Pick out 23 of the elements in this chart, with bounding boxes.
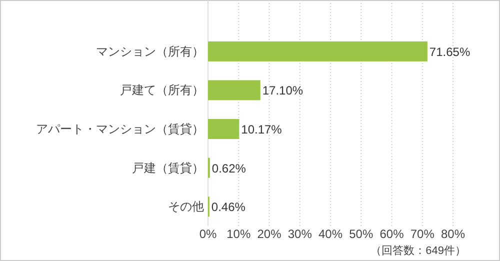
y-tick-label: マンション（所有） xyxy=(96,44,204,58)
x-tick-label: 40% xyxy=(318,227,343,241)
x-tick-label: 80% xyxy=(440,227,466,241)
x-tick-label: 30% xyxy=(288,227,312,241)
bar xyxy=(208,41,428,62)
text: （回答数：649件） xyxy=(370,245,466,257)
x-tick-label: 70% xyxy=(410,227,435,241)
x-tick-label: 10% xyxy=(226,227,251,241)
data-label: 17.10% xyxy=(262,84,304,98)
x-tick-label: 0% xyxy=(199,227,217,241)
x-tick-label: 20% xyxy=(257,227,282,241)
y-tick-label: 戸建て（所有） xyxy=(120,83,204,98)
bar xyxy=(208,80,260,100)
x-tick-label: 50% xyxy=(349,227,374,241)
data-label: 71.65% xyxy=(429,44,470,59)
bar xyxy=(208,119,240,139)
data-label: 0.62% xyxy=(212,161,246,176)
data-label: 0.46% xyxy=(211,200,246,214)
y-tick-label: アパート・マンション（賃貸） xyxy=(36,122,204,136)
y-tick-label: 戸建（賃貸） xyxy=(132,160,204,175)
x-tick-label: 60% xyxy=(380,227,404,241)
y-tick-label: その他 xyxy=(168,200,204,214)
data-label: 10.17% xyxy=(241,122,282,136)
